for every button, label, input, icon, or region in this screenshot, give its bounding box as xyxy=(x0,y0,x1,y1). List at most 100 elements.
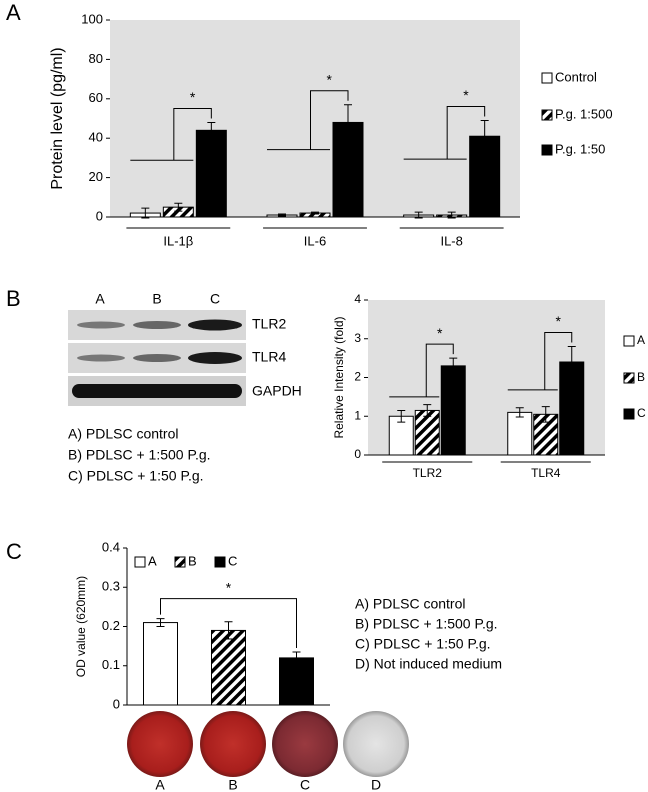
y-tick-label: 1 xyxy=(354,408,361,422)
x-tick-label: IL-1β xyxy=(163,233,193,248)
bar xyxy=(279,657,314,706)
x-tick-label: TLR2 xyxy=(413,466,443,480)
legend-swatch xyxy=(623,335,635,347)
significance-bracket xyxy=(160,598,297,649)
error-bar xyxy=(449,357,458,375)
lane-label: B xyxy=(152,291,161,307)
error-bar xyxy=(423,404,432,417)
significance-mark: * xyxy=(463,87,469,103)
legend-label: C xyxy=(637,406,646,420)
y-axis-label: Protein level (pg/ml) xyxy=(49,47,66,189)
y-tick-label: 80 xyxy=(89,51,103,66)
legend-label: C xyxy=(228,553,237,568)
y-tick-label: 20 xyxy=(89,169,103,184)
legend-swatch xyxy=(541,144,553,156)
plate-label: A xyxy=(155,777,165,792)
y-axis-label: OD value (620mm) xyxy=(74,576,88,677)
legend-label: B xyxy=(188,553,197,568)
y-tick-label: 0.4 xyxy=(102,539,120,554)
plot-area xyxy=(110,20,520,217)
note: A) PDLSC control xyxy=(68,426,178,442)
bar xyxy=(414,409,440,456)
x-tick-label: IL-6 xyxy=(304,233,326,248)
band-label: TLR4 xyxy=(252,349,286,365)
note: B) PDLSC + 1:500 P.g. xyxy=(68,447,211,463)
x-tick-label: TLR4 xyxy=(531,466,561,480)
y-tick-label: 4 xyxy=(354,292,361,306)
lane-label: A xyxy=(95,291,105,307)
y-tick-label: 40 xyxy=(89,130,103,145)
significance-bracket xyxy=(403,105,486,160)
bar xyxy=(211,629,246,706)
legend-swatch xyxy=(214,556,226,568)
significance-mark: * xyxy=(226,579,232,595)
legend-label: B xyxy=(637,370,645,384)
plate-label: C xyxy=(300,777,310,792)
error-bar xyxy=(292,651,301,665)
error-bar xyxy=(567,346,576,378)
lane-label: C xyxy=(210,291,220,307)
error-bar xyxy=(541,406,550,423)
y-tick-label: 2 xyxy=(354,370,361,384)
legend-label: A xyxy=(148,553,157,568)
y-tick-label: 0.1 xyxy=(102,657,120,672)
y-tick-label: 0 xyxy=(96,208,103,223)
plate-label: B xyxy=(228,777,237,792)
significance-bracket xyxy=(507,332,573,391)
y-tick-label: 60 xyxy=(89,90,103,105)
legend-swatch xyxy=(541,109,553,121)
legend-label: P.g. 1:500 xyxy=(555,106,613,121)
plate-label: D xyxy=(371,777,381,792)
error-bar xyxy=(515,407,524,418)
bar xyxy=(507,411,533,456)
significance-mark: * xyxy=(556,313,562,329)
error-bar xyxy=(278,213,286,217)
bar xyxy=(440,365,466,456)
error-bar xyxy=(414,211,423,219)
note: C) PDLSC + 1:50 P.g. xyxy=(355,636,491,652)
error-bar xyxy=(141,207,150,219)
error-bar xyxy=(156,618,165,627)
error-bar xyxy=(311,211,319,215)
y-tick-label: 3 xyxy=(354,331,361,345)
y-tick-label: 0 xyxy=(113,696,120,711)
western-blot xyxy=(68,310,246,406)
x-tick-label: IL-8 xyxy=(440,233,462,248)
legend-label: Control xyxy=(555,69,597,84)
panel-label: C xyxy=(6,539,22,564)
significance-mark: * xyxy=(437,325,443,341)
significance-mark: * xyxy=(327,71,333,87)
note: B) PDLSC + 1:500 P.g. xyxy=(355,616,498,632)
panel-label: A xyxy=(6,0,21,25)
panel-label: B xyxy=(6,286,21,311)
error-bar xyxy=(224,621,233,640)
note: C) PDLSC + 1:50 P.g. xyxy=(68,468,204,484)
error-bar xyxy=(207,121,216,139)
legend-swatch xyxy=(623,372,635,384)
y-tick-label: 100 xyxy=(81,11,103,26)
note: D) Not induced medium xyxy=(355,656,502,672)
significance-bracket xyxy=(130,107,212,161)
legend-swatch xyxy=(623,408,635,420)
y-tick-label: 0.2 xyxy=(102,618,120,633)
legend-swatch xyxy=(134,556,146,568)
y-axis-label: Relative Intensity (fold) xyxy=(332,316,346,438)
note: A) PDLSC control xyxy=(355,596,465,612)
bar xyxy=(388,415,414,456)
y-tick-label: 0 xyxy=(354,447,361,461)
band-label: GAPDH xyxy=(252,383,302,399)
significance-bracket xyxy=(389,343,454,398)
band-label: TLR2 xyxy=(252,316,286,332)
legend-label: A xyxy=(637,333,645,347)
error-bar xyxy=(174,202,183,212)
legend-label: P.g. 1:50 xyxy=(555,141,605,156)
error-bar xyxy=(397,409,406,423)
significance-bracket xyxy=(267,90,349,151)
error-bar xyxy=(344,104,352,141)
significance-mark: * xyxy=(190,89,196,105)
error-bar xyxy=(447,211,456,219)
bar xyxy=(143,622,178,706)
legend-swatch xyxy=(174,556,186,568)
y-tick-label: 0.3 xyxy=(102,579,120,594)
